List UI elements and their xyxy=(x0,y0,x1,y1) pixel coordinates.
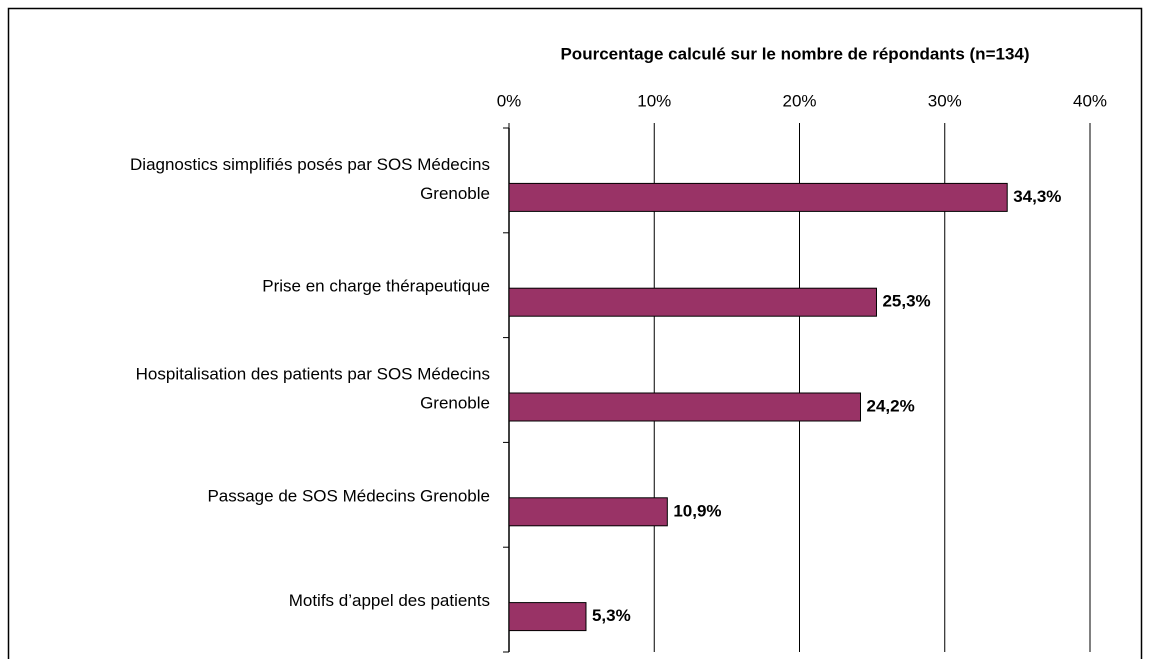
bar xyxy=(508,497,668,527)
data-label: 10,9% xyxy=(673,501,721,520)
bar xyxy=(508,287,877,317)
x-tick-label: 30% xyxy=(928,91,962,110)
frame xyxy=(7,7,1143,659)
y-tick-label: Diagnostics simplifiés posés par SOS Méd… xyxy=(130,155,490,203)
x-tick-label: 10% xyxy=(637,91,671,110)
y-tick-label: Hospitalisation des patients par SOS Méd… xyxy=(136,365,490,413)
bar xyxy=(508,602,587,632)
data-label: 24,2% xyxy=(867,396,915,415)
y-tick-label: Prise en charge thérapeutique xyxy=(262,277,490,296)
chart-title: Pourcentage calculé sur le nombre de rép… xyxy=(560,44,1029,63)
bar xyxy=(508,182,1008,212)
x-tick-label: 20% xyxy=(782,91,816,110)
bar xyxy=(508,392,862,422)
y-tick-label: Motifs d’appel des patients xyxy=(289,591,490,610)
data-label: 25,3% xyxy=(882,292,930,311)
y-tick-label: Passage de SOS Médecins Grenoble xyxy=(207,486,490,505)
data-label: 5,3% xyxy=(592,606,631,625)
x-tick-label: 40% xyxy=(1073,91,1107,110)
x-tick-label: 0% xyxy=(497,91,522,110)
data-label: 34,3% xyxy=(1013,187,1061,206)
